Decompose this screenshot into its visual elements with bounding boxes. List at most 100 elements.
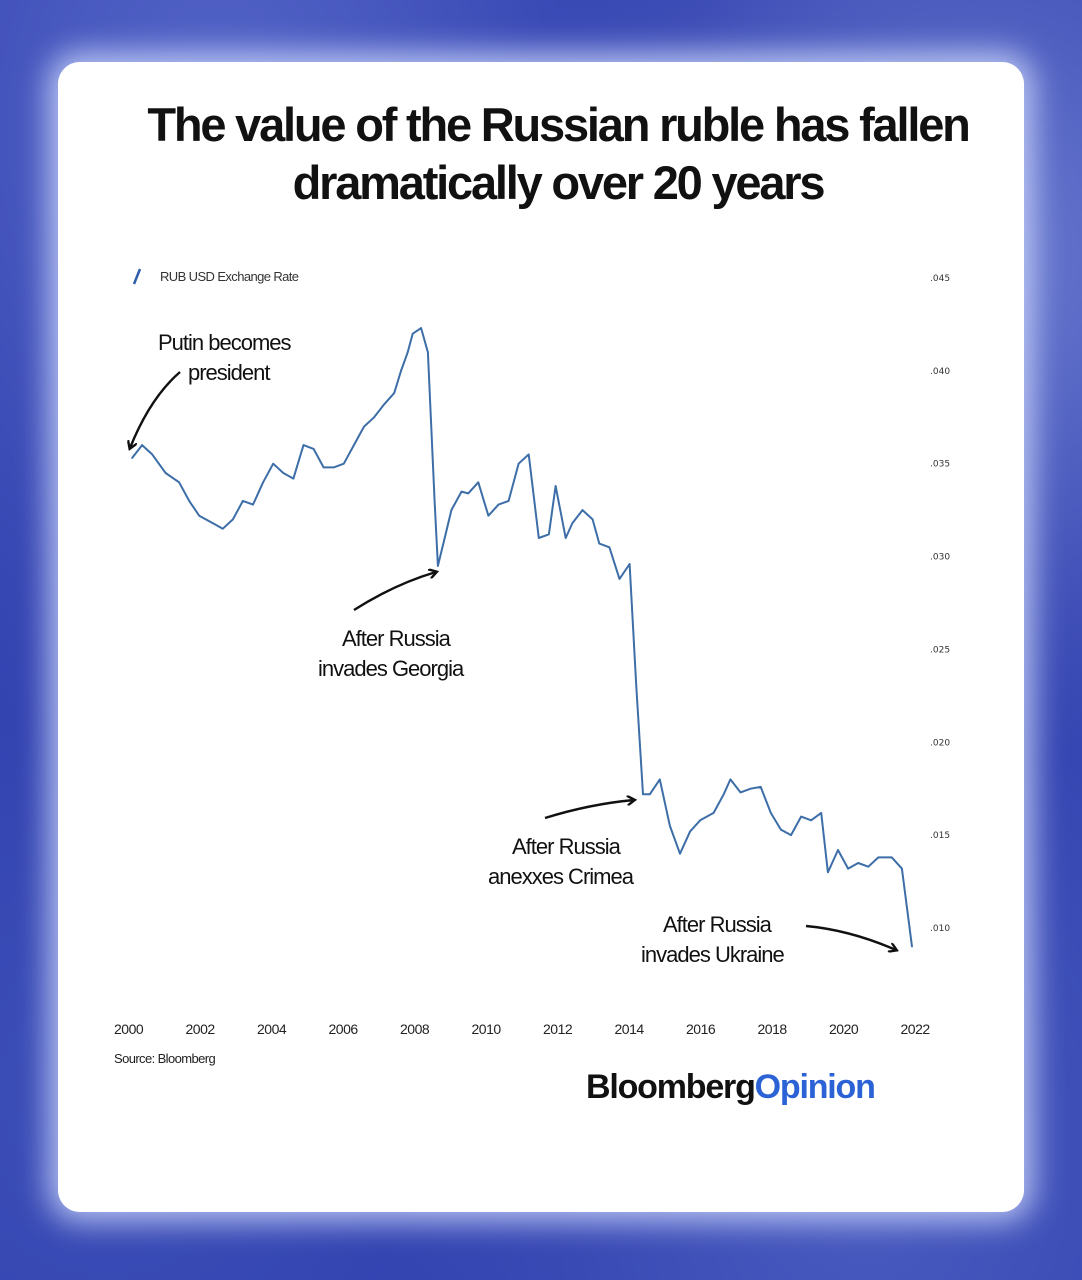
data-point (790, 834, 792, 836)
data-point (242, 500, 244, 502)
annotation-georgia-arrow (353, 572, 436, 612)
annotation-putin-line1: Putin becomes (158, 330, 292, 355)
data-point (164, 472, 167, 474)
x-tick-label: 2006 (329, 1021, 359, 1037)
data-point (780, 828, 782, 831)
data-point (598, 542, 601, 545)
x-tick-label: 2018 (758, 1021, 788, 1037)
data-point (901, 867, 903, 870)
data-point (618, 578, 621, 580)
data-point (810, 819, 812, 822)
data-point (699, 819, 701, 822)
data-point (554, 485, 557, 487)
data-point (770, 812, 772, 814)
data-point (141, 444, 143, 446)
data-point (608, 546, 611, 549)
data-point (669, 825, 671, 827)
data-point (548, 533, 550, 536)
series-layer (131, 327, 913, 948)
annotation-georgia-line2: invades Georgia (318, 656, 465, 681)
data-point (151, 453, 153, 456)
data-point (591, 518, 594, 521)
data-point (877, 856, 880, 859)
annotation-putin-arrow (130, 371, 181, 448)
data-point (527, 453, 530, 456)
data-point (443, 537, 446, 539)
annotation-crimea-line1: After Russia (512, 834, 622, 859)
data-point (131, 457, 133, 459)
data-point (420, 327, 422, 329)
data-point (312, 448, 315, 450)
x-tick-label: 2020 (829, 1021, 859, 1037)
x-axis-ticks: 2000 2002 2004 2006 2008 2010 2012 2014 2016 2018… (114, 1021, 931, 1037)
data-point (332, 466, 335, 469)
annotation-ukraine-line1: After Russia (663, 912, 773, 937)
data-point (749, 787, 752, 790)
y-tick-label: .025 (930, 645, 950, 655)
data-point (322, 466, 325, 469)
data-point (635, 685, 638, 688)
data-point (292, 477, 295, 480)
data-point (343, 462, 345, 465)
data-point (891, 856, 893, 859)
legend-label: RUB USD Exchange Rate (160, 269, 299, 284)
y-tick-label: .035 (930, 460, 950, 470)
data-point (538, 537, 540, 539)
x-tick-label: 2008 (400, 1021, 430, 1037)
data-point (800, 815, 802, 818)
data-point (679, 852, 681, 855)
source-note: Source: Bloomberg (114, 1051, 215, 1066)
data-point (911, 945, 913, 948)
data-point (411, 332, 414, 335)
x-tick-label: 2022 (901, 1021, 931, 1037)
data-point (406, 351, 409, 354)
data-point (759, 786, 762, 788)
x-tick-label: 2000 (114, 1021, 144, 1037)
data-point (460, 490, 463, 493)
x-tick-label: 2016 (686, 1021, 716, 1037)
data-point (729, 778, 732, 781)
data-point (188, 500, 190, 502)
data-point (232, 518, 234, 521)
y-tick-label: .040 (930, 367, 950, 377)
data-point (722, 793, 725, 796)
data-point (517, 462, 520, 465)
data-point (302, 444, 305, 446)
data-point (198, 514, 200, 517)
data-point (857, 862, 859, 864)
data-point (837, 849, 839, 851)
annotation-crimea-arrow (544, 800, 634, 820)
x-tick-label: 2004 (257, 1021, 287, 1037)
data-point (363, 425, 365, 428)
data-point (847, 867, 849, 870)
data-point (659, 778, 661, 781)
data-point (712, 812, 715, 814)
y-axis-ticks: .045 .040 .035 .030 .025 .020 .015 .010 (930, 274, 950, 934)
brand-name: Bloomberg (586, 1068, 756, 1106)
data-point (827, 871, 829, 874)
x-tick-label: 2014 (615, 1021, 645, 1037)
data-point (427, 351, 429, 354)
y-tick-label: .045 (930, 274, 950, 284)
data-point (628, 563, 631, 565)
data-point (820, 812, 822, 814)
data-point (477, 481, 480, 484)
brand-suffix: Opinion (754, 1068, 876, 1106)
x-tick-label: 2002 (186, 1021, 216, 1037)
annotation-ukraine: After Russia invades Ukraine (641, 912, 896, 967)
data-point (262, 481, 264, 484)
data-point (437, 565, 439, 567)
data-point (178, 481, 180, 484)
data-point (282, 472, 285, 474)
data-point (564, 537, 567, 539)
chart-card: The value of the Russian ruble has falle… (58, 62, 1024, 1212)
data-point (433, 500, 436, 502)
data-point (252, 503, 254, 506)
x-tick-label: 2010 (472, 1021, 502, 1037)
legend: RUB USD Exchange Rate (132, 268, 299, 285)
headline: The value of the Russian ruble has falle… (147, 98, 971, 209)
data-point (739, 791, 742, 794)
data-point (867, 865, 870, 868)
y-tick-label: .015 (930, 831, 950, 841)
